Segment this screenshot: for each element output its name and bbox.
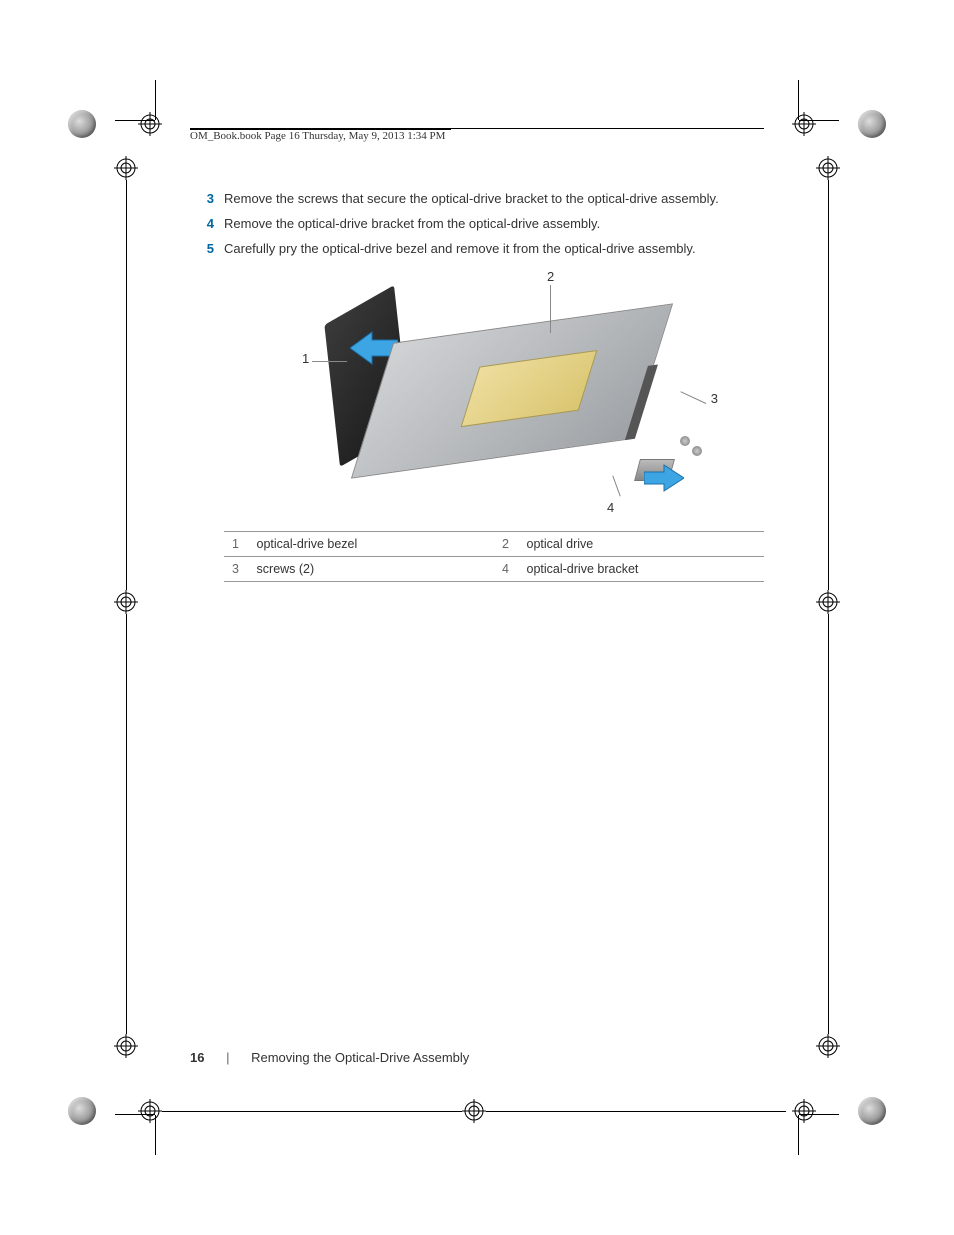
legend-label: optical drive [519,531,764,556]
legend-label: screws (2) [249,556,494,581]
registration-mark-icon [138,1099,162,1123]
table-row: 3 screws (2) 4 optical-drive bracket [224,556,764,581]
screw-graphic [692,446,702,456]
legend-label: optical-drive bezel [249,531,494,556]
press-circle-icon [68,1097,96,1125]
legend-label: optical-drive bracket [519,556,764,581]
registration-mark-icon [792,112,816,136]
step-text: Remove the optical-drive bracket from th… [224,215,784,234]
legend-number: 4 [494,556,519,581]
screw-graphic [680,436,690,446]
table-row: 1 optical-drive bezel 2 optical drive [224,531,764,556]
footer-separator: | [226,1050,229,1065]
callout-legend-table: 1 optical-drive bezel 2 optical drive 3 … [224,531,764,582]
registration-line [486,1111,786,1112]
procedure-step: 4 Remove the optical-drive bracket from … [200,215,784,234]
exploded-diagram: 1 2 3 4 [272,271,712,511]
step-number: 5 [200,240,224,259]
running-header: OM_Book.book Page 16 Thursday, May 9, 20… [190,128,764,142]
step-text: Carefully pry the optical-drive bezel an… [224,240,784,259]
callout-number: 3 [711,391,718,406]
registration-mark-icon [114,590,138,614]
step-number: 3 [200,190,224,209]
registration-line [126,614,127,1034]
legend-number: 2 [494,531,519,556]
registration-mark-icon [816,590,840,614]
registration-line [828,614,829,1034]
legend-number: 1 [224,531,249,556]
page-content: 3 Remove the screws that secure the opti… [200,190,784,582]
press-circle-icon [858,1097,886,1125]
callout-number: 1 [302,351,309,366]
registration-line [828,180,829,590]
procedure-step: 3 Remove the screws that secure the opti… [200,190,784,209]
optical-drive-graphic [351,303,673,478]
callout-number: 2 [547,269,554,284]
page-number: 16 [190,1050,204,1065]
registration-mark-icon [816,1034,840,1058]
callout-line [550,285,551,333]
callout-line [680,391,706,404]
page-footer: 16 | Removing the Optical-Drive Assembly [190,1050,469,1065]
step-text: Remove the screws that secure the optica… [224,190,784,209]
press-circle-icon [858,110,886,138]
callout-line [612,475,620,496]
callout-number: 4 [607,500,614,515]
header-text: OM_Book.book Page 16 Thursday, May 9, 20… [190,129,451,142]
registration-mark-icon [816,156,840,180]
procedure-step: 5 Carefully pry the optical-drive bezel … [200,240,784,259]
section-title: Removing the Optical-Drive Assembly [251,1050,469,1065]
registration-mark-icon [462,1099,486,1123]
arrow-icon [644,463,684,493]
registration-line [126,180,127,590]
legend-number: 3 [224,556,249,581]
step-number: 4 [200,215,224,234]
registration-line [162,1111,462,1112]
registration-mark-icon [114,1034,138,1058]
registration-mark-icon [138,112,162,136]
registration-mark-icon [792,1099,816,1123]
callout-line [312,361,347,362]
registration-mark-icon [114,156,138,180]
press-circle-icon [68,110,96,138]
